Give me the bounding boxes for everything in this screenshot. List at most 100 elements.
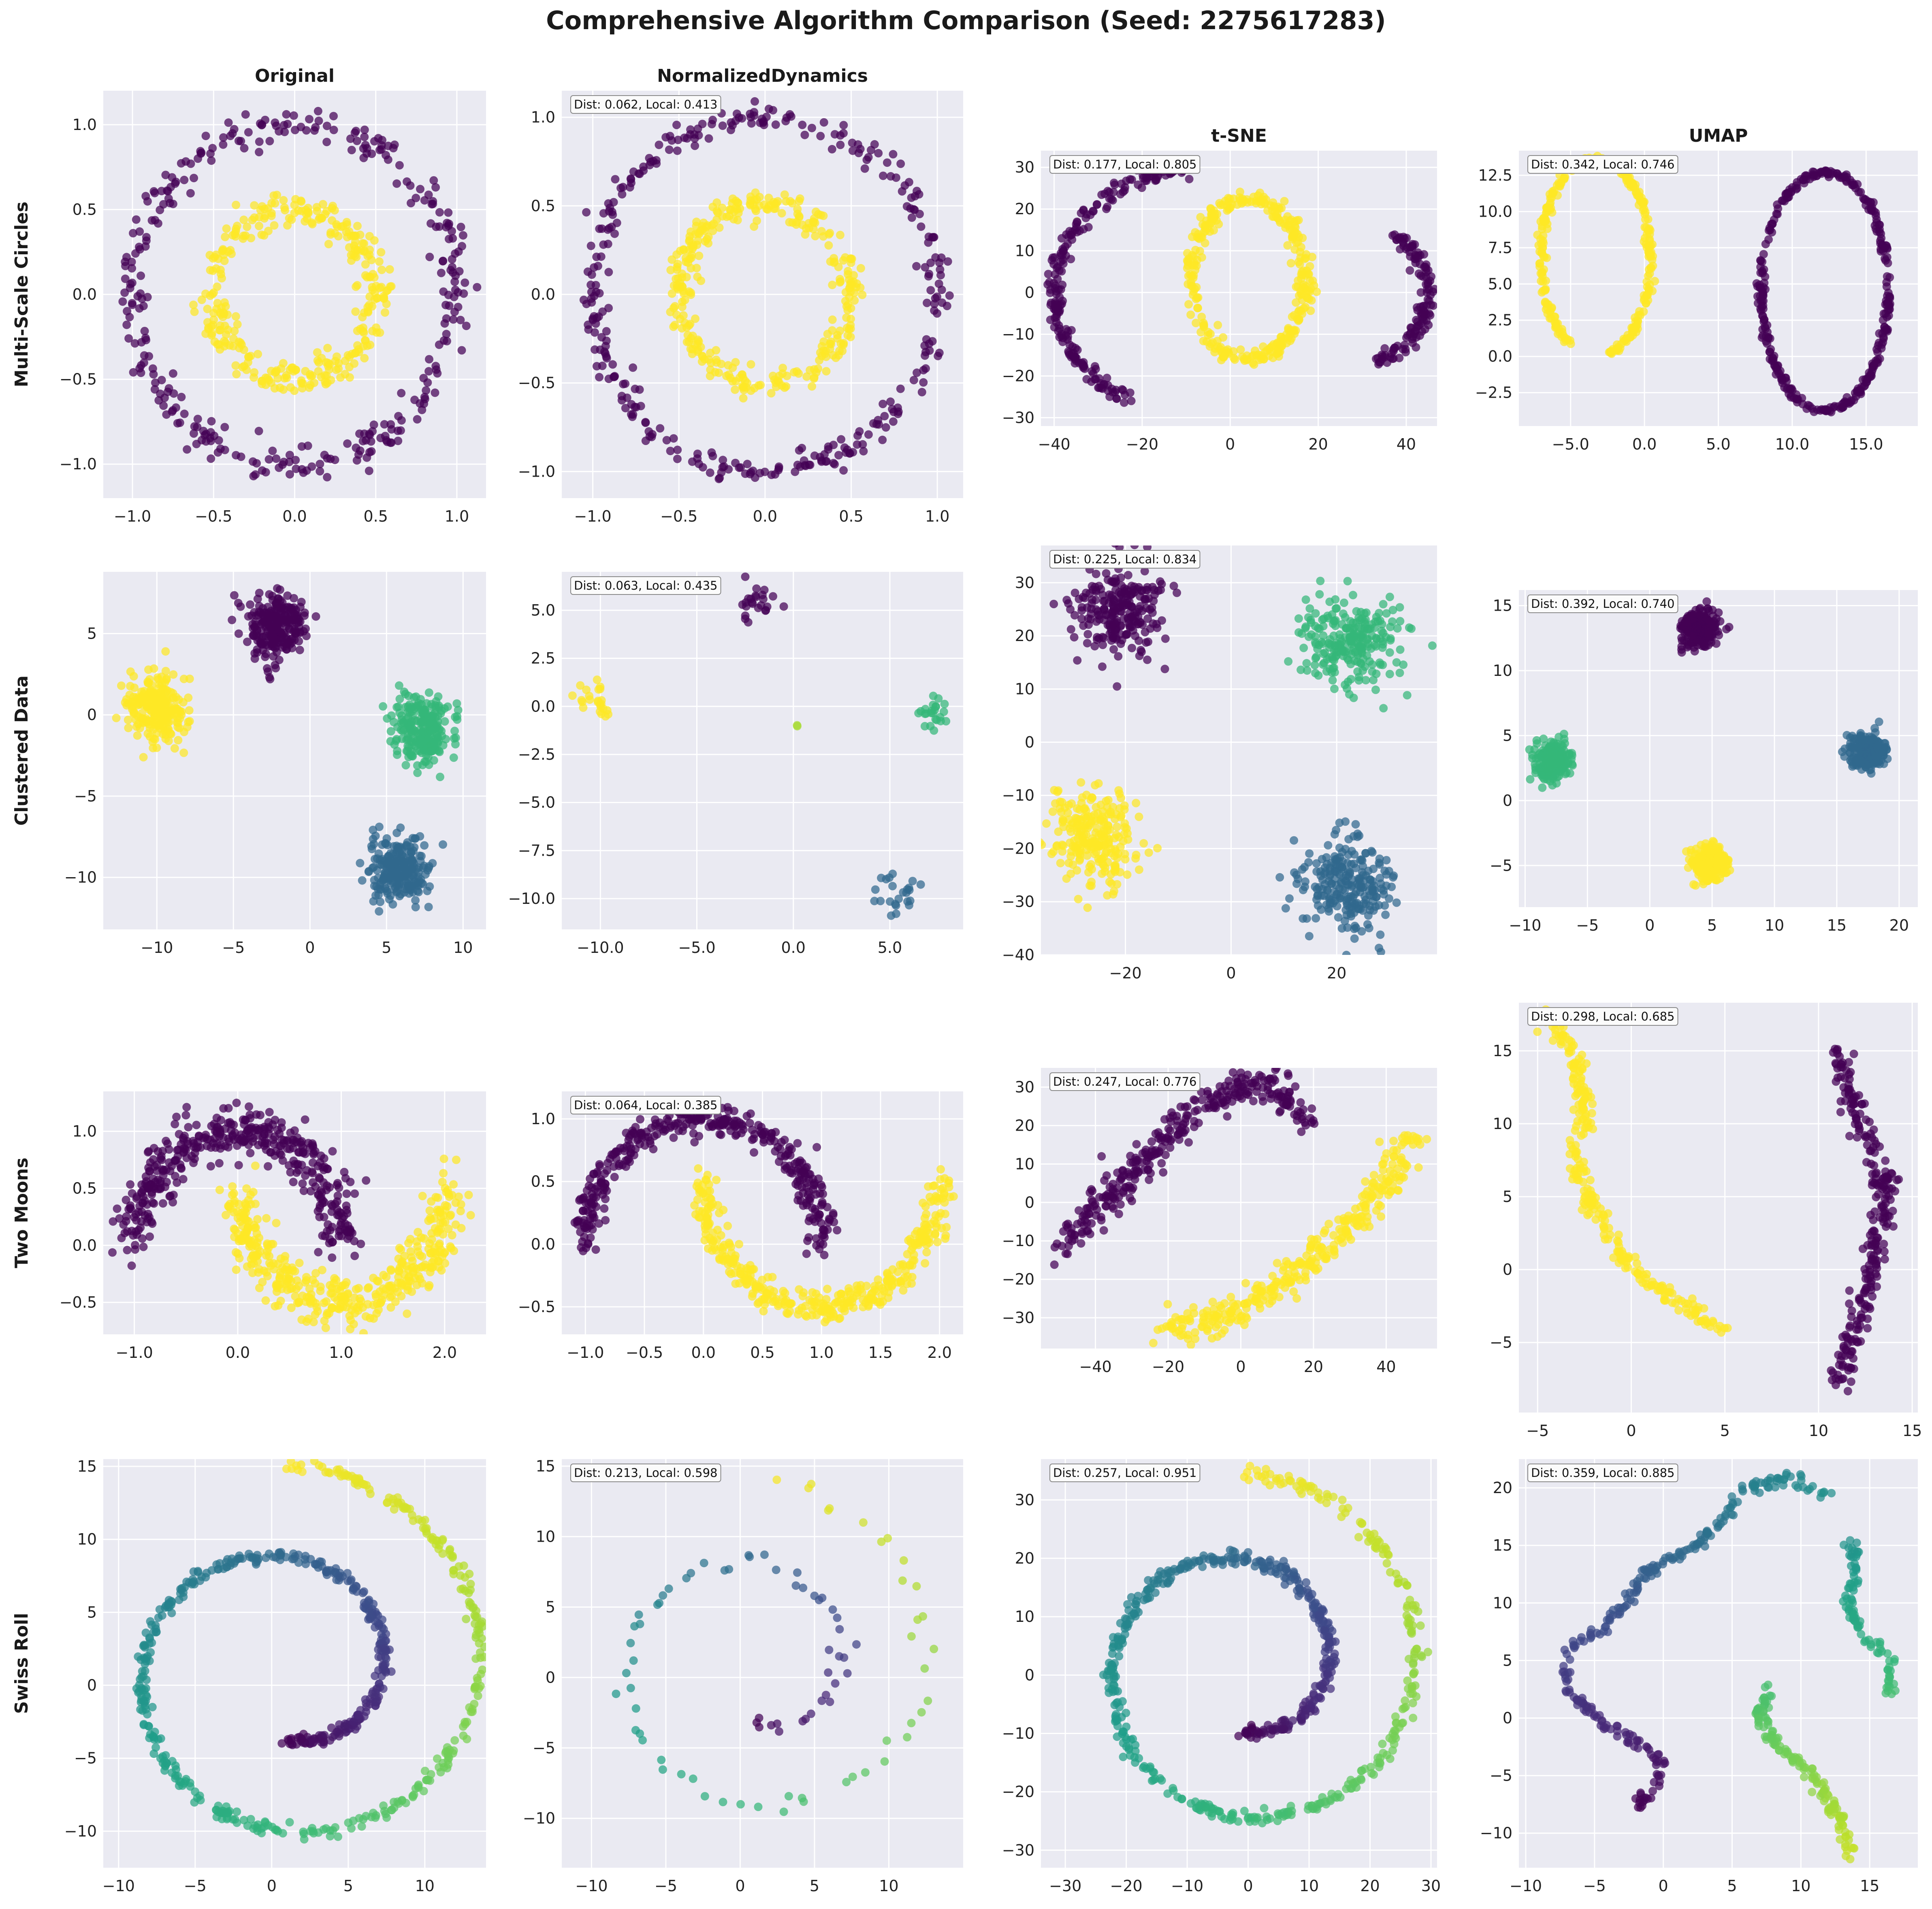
data-point [1097,190,1106,199]
data-point [1120,819,1129,828]
data-point [180,409,189,418]
data-point [404,691,413,700]
x-tick-label: 0.5 [839,507,863,525]
data-point [1112,831,1121,839]
data-point [1319,631,1328,640]
data-point [1073,866,1081,875]
data-point [1193,304,1202,313]
data-point [1320,891,1329,900]
data-point [1829,168,1838,177]
x-tick-label: −20 [1109,964,1142,982]
data-point [231,361,240,370]
data-point [1357,855,1366,864]
data-point [636,402,645,411]
data-point [1100,597,1109,605]
data-point [780,383,789,392]
data-point [143,293,152,302]
data-point [241,231,250,240]
data-point [693,345,702,354]
data-point [218,245,227,254]
data-point [243,637,252,646]
data-point [199,426,208,435]
data-point [719,456,727,464]
data-point [1335,630,1344,639]
data-point [1333,868,1341,877]
data-point [1077,606,1086,615]
data-point [774,377,783,386]
x-tick-label: 0 [1225,435,1235,453]
x-tick-label: 10.0 [1775,435,1810,453]
data-point [845,293,854,302]
data-point [388,900,397,909]
data-point [704,355,713,364]
data-point [602,337,611,345]
data-point [213,282,222,291]
data-point [139,753,148,762]
data-point [360,132,369,141]
data-point [1073,817,1082,826]
data-point [133,731,142,740]
data-point [1363,920,1372,929]
data-point [270,221,279,230]
data-point [1114,652,1123,661]
data-point [1290,868,1299,877]
data-point [824,241,833,250]
data-point [811,232,820,241]
data-point [395,161,404,170]
data-point [413,415,422,424]
data-point [261,468,270,477]
data-point [401,703,410,712]
data-point [152,744,161,752]
data-point [369,835,377,844]
data-point [1428,641,1437,650]
y-tick-label: −40 [1002,946,1034,964]
data-point [314,358,323,367]
data-point [361,260,370,269]
data-point [712,198,721,207]
data-point [1357,927,1366,936]
data-point [271,664,280,673]
data-point [271,118,279,127]
data-point [669,322,678,331]
data-point [331,229,339,238]
data-point [1787,391,1796,400]
data-point [1758,257,1767,266]
data-point [847,304,855,313]
y-tick-label: 7.5 [1488,239,1512,257]
data-point [1249,192,1258,201]
data-point [1318,660,1327,669]
data-point [323,343,332,352]
data-point [268,592,277,601]
data-point [420,841,429,850]
data-point [1057,807,1066,816]
data-point [411,896,420,905]
data-point [382,287,391,296]
data-point [283,119,292,128]
data-point [136,369,145,377]
points-layer [1525,597,1892,890]
data-point [1261,347,1270,356]
data-point [839,121,848,130]
data-point [343,439,352,448]
data-point [879,171,887,180]
data-point [1083,639,1092,648]
data-point [294,615,303,624]
data-point [1331,622,1340,630]
data-point [853,431,862,440]
data-point [591,345,599,354]
data-point [1333,902,1341,911]
data-point [184,693,193,702]
data-point [290,209,299,217]
data-point [1090,642,1099,651]
data-point [725,211,734,220]
data-point [139,302,148,311]
data-point [1388,231,1397,240]
data-point [132,215,141,224]
data-point [889,150,898,159]
data-point [254,349,262,358]
data-point [579,296,588,304]
metrics-annotation: Dist: 0.225, Local: 0.834 [1053,552,1197,566]
data-point [1759,265,1768,274]
data-point [361,141,370,149]
